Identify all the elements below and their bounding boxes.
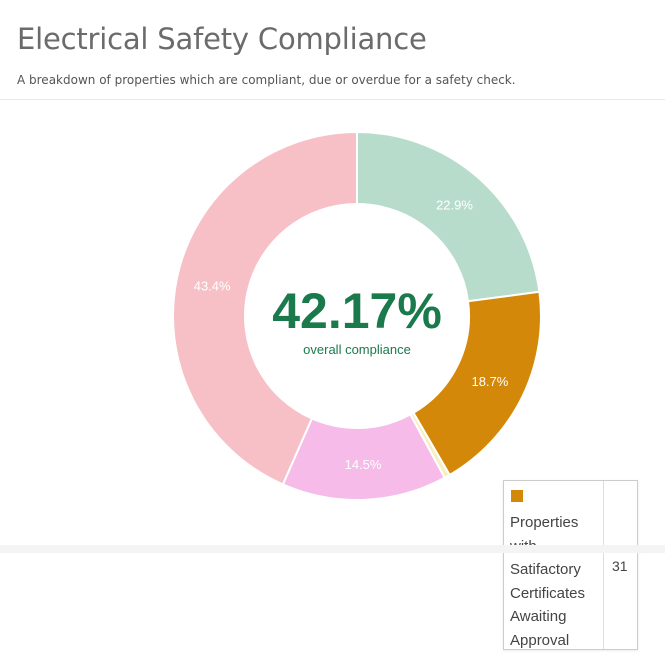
tooltip-value: 31 <box>612 558 628 574</box>
center-compliance-label: overall compliance <box>303 342 411 357</box>
donut-slice-1[interactable] <box>412 290 542 477</box>
chart-subtitle: A breakdown of properties which are comp… <box>17 73 516 87</box>
chart-tooltip: Properties with Satifactory Certificates… <box>503 480 638 650</box>
footer-strip <box>0 545 665 553</box>
chart-title: Electrical Safety Compliance <box>17 22 427 56</box>
chart-area: 22.9% 18.7% 14.5% 43.4% 42.17% overall comp… <box>0 101 665 650</box>
donut-slice-0[interactable] <box>356 130 541 303</box>
tooltip-color-swatch <box>511 490 523 502</box>
slice-data-label: 43.4% <box>194 279 231 294</box>
center-compliance-value: 42.17% <box>272 283 442 339</box>
tooltip-label: Properties with Satifactory Certificates… <box>510 514 586 649</box>
slice-data-label: 14.5% <box>345 457 382 472</box>
donut-chart: 22.9% 18.7% 14.5% 43.4% <box>172 130 542 501</box>
slice-data-label: 22.9% <box>436 198 473 213</box>
slice-data-label: 18.7% <box>471 374 508 389</box>
card-header: Electrical Safety Compliance A breakdown… <box>0 0 665 100</box>
donut-slice-4[interactable] <box>172 130 358 486</box>
tooltip-divider <box>603 481 604 649</box>
